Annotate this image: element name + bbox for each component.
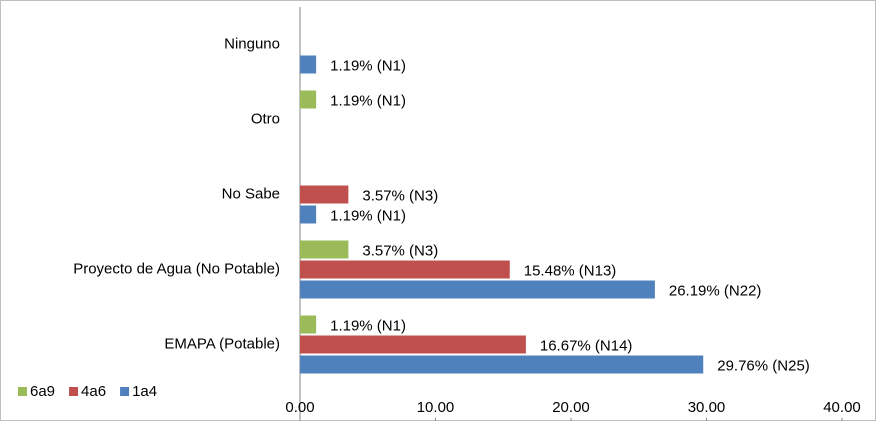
legend-swatch (120, 387, 130, 396)
data-label: 3.57% (N3) (362, 187, 438, 204)
data-label: 3.57% (N3) (362, 242, 438, 259)
data-label: 1.19% (N1) (330, 92, 406, 109)
bar (300, 205, 317, 224)
data-label: 1.19% (N1) (330, 207, 406, 224)
legend-swatch (69, 387, 79, 396)
data-label: 1.19% (N1) (330, 317, 406, 334)
bar (300, 315, 317, 334)
bar (300, 280, 655, 299)
bar (300, 185, 349, 204)
y-tick-label: Proyecto de Agua (No Potable) (73, 260, 280, 277)
y-tick-label: Otro (251, 110, 280, 127)
legend-swatch (18, 387, 27, 396)
y-tick-label: Ninguno (224, 35, 280, 52)
data-label: 16.67% (N14) (540, 337, 633, 354)
bar (300, 335, 526, 354)
y-tick-label: No Sabe (222, 185, 280, 202)
x-tick-label: 10.00 (417, 399, 455, 416)
y-tick-label: EMAPA (Potable) (164, 335, 280, 352)
data-label: 29.76% (N25) (717, 357, 810, 374)
bar (300, 55, 317, 74)
data-label: 15.48% (N13) (524, 262, 617, 279)
x-tick-label: 20.00 (552, 399, 590, 416)
bar (300, 90, 317, 109)
legend-label: 4a6 (81, 383, 106, 400)
data-label: 26.19% (N22) (669, 282, 762, 299)
bar (300, 355, 704, 374)
bar (300, 240, 349, 259)
x-tick-label: 30.00 (688, 399, 726, 416)
legend-label: 1a4 (132, 383, 157, 400)
x-tick-label: 0.00 (285, 399, 314, 416)
x-tick-label: 40.00 (823, 399, 861, 416)
legend-label: 6a9 (30, 383, 55, 400)
data-label: 1.19% (N1) (330, 57, 406, 74)
bar (300, 260, 510, 279)
